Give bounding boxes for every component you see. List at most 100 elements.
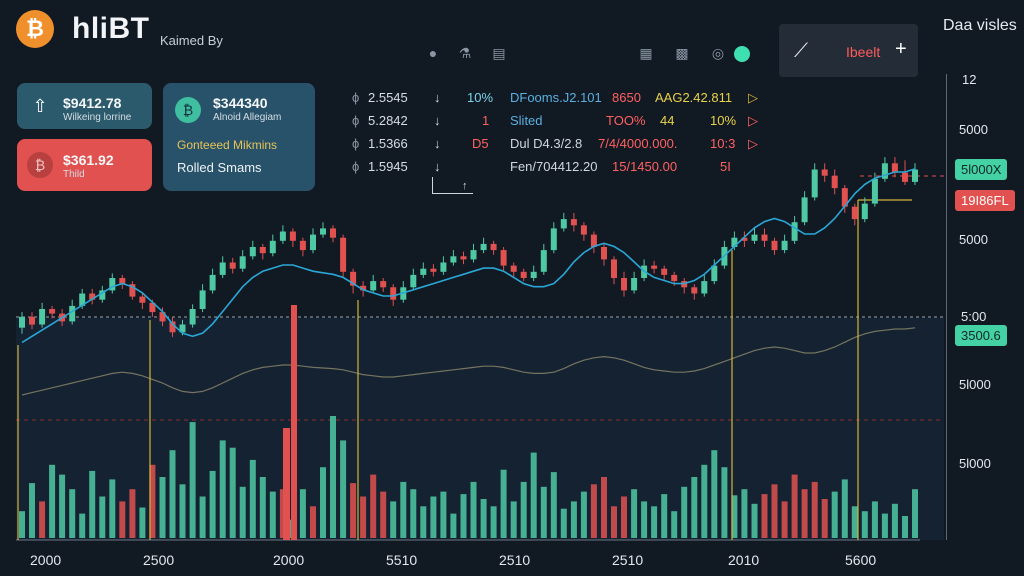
volume-bar [661,494,668,538]
volume-bar [761,494,768,538]
candle-body [139,296,146,303]
volume-bar [410,489,417,538]
volume-bar [129,489,136,538]
candle-body [299,240,306,251]
candle-body [149,302,156,313]
price-card-red[interactable]: ₿ $361.92 Thild [17,139,152,191]
candle-body [229,262,236,269]
volume-bar [891,503,898,538]
table-cell: 15/1450.00 [612,159,678,174]
flask-icon[interactable]: ⚗ [458,44,472,61]
candle-body [731,237,738,247]
candle-body [390,287,397,300]
x-axis-label: 5600 [845,552,877,568]
volume-bar [430,496,437,538]
volume-bar [209,470,216,538]
table-cell: 10% [710,113,737,128]
volume-bar [179,484,186,538]
add-button[interactable]: + [895,38,907,60]
card-price: $9412.78 [63,95,122,111]
volume-bar [490,506,497,538]
y-axis-label: 5000 [959,122,988,137]
info-card-teal[interactable]: ₿ $344340 Alnoid Allegiam Gonteeed Mikmi… [163,83,315,191]
table-cell: 8650 [612,90,641,105]
volume-bar [19,511,25,538]
volume-bar [861,511,868,538]
volume-bar [510,501,517,538]
volume-bar [641,501,648,538]
candle-body [912,169,918,182]
candle-body [249,247,256,257]
table-cell: AAG2.42.811 [655,90,733,105]
candle-body [450,256,457,263]
candle-body [801,197,808,223]
candle-body [771,240,778,251]
table-cell: 1.5945 [368,159,408,174]
volume-bar [751,503,758,538]
candle-body [631,278,638,291]
play-icon[interactable]: ▷ [748,113,758,128]
volume-bar [199,496,206,538]
bitcoin-logo-icon: ₿ [16,10,54,48]
volume-bar [299,489,306,538]
play-icon[interactable]: ▷ [748,136,758,151]
volume-bar [480,499,487,538]
candle-body [902,172,908,182]
table-bracket [432,177,473,194]
candle-body [259,247,266,254]
table-cell: 2.5545 [368,90,408,105]
book-icon[interactable]: ▤ [492,44,506,61]
table-cell: 1 [482,113,490,128]
y-axis-label: 5l000 [959,456,991,471]
candle-body [611,259,617,278]
y-axis-label: 5l000 [959,377,991,392]
table-cell: TOO% [606,113,646,128]
volume-bar [279,489,286,538]
oscillator-line [21,327,916,396]
price-card-blue[interactable]: ⇧ $9412.78 Wilkeing lorrine [17,83,152,129]
volume-bar [721,467,728,538]
table-icon[interactable]: ▩ [675,44,689,61]
table-cell: 1.5366 [368,136,408,151]
volume-bar [390,501,397,538]
candle-body [831,175,838,189]
x-axis-label: 2000 [273,552,305,568]
status-indicator-icon [734,46,750,62]
candle-body [791,222,798,241]
bitcoin-icon: ₿ [27,152,53,178]
volume-bar [821,499,828,538]
play-icon[interactable]: ▷ [748,90,758,105]
globe-icon[interactable]: ◎ [711,44,725,61]
candle-body [560,219,567,229]
candle-body [159,312,166,322]
up-arrow-icon: ↑ [462,180,468,192]
data-visuals-title: Daa visles [943,17,1017,34]
volume-bar [320,467,326,538]
table-cell: 44 [660,113,675,128]
x-axis-label: 2500 [143,552,175,568]
candle-body [19,316,25,328]
candle-body [570,219,577,226]
table-cell: DFooms.J2.101 [510,90,602,105]
volume-bar [811,481,818,538]
volume-bar [269,491,276,538]
volume-bar [851,506,858,538]
grid-icon[interactable]: ▦ [639,44,653,61]
pen-tool-icon[interactable]: ⟋ [794,39,808,62]
volume-bar [310,506,316,538]
circle-icon[interactable]: ● [428,45,438,61]
volume-bar [219,440,226,538]
tool-label[interactable]: Ibeelt [846,44,881,60]
candle-body [209,274,216,291]
x-axis-label: 2000 [30,552,62,568]
candle-body [99,290,106,300]
table-cell: 5.2842 [368,113,408,128]
down-arrow-icon: ↓ [434,136,441,151]
candle-body [540,250,547,272]
candle-body [420,268,427,275]
volume-bar [841,479,848,538]
candle-body [430,268,437,272]
moving-average-line [21,168,916,344]
card-line-2: Rolled Smams [177,160,262,175]
